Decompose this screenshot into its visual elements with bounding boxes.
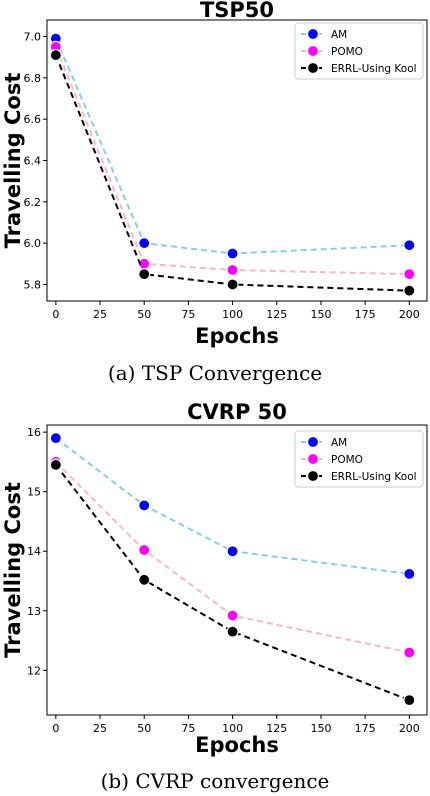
series-line <box>55 461 410 654</box>
y-tick-label: 16 <box>27 426 41 439</box>
series-am <box>49 432 416 580</box>
chart-2: CVRP 50 0 25 50 75 100 125 150 175 200 12 13 14 15 16 E… <box>1 400 428 793</box>
x-tick-label: 200 <box>399 722 420 735</box>
legend-marker <box>306 61 320 75</box>
x-tick-label: 75 <box>181 308 195 321</box>
x-tick-label: 175 <box>355 722 376 735</box>
data-point <box>226 625 239 638</box>
y-tick-label: 6.8 <box>24 72 42 85</box>
legend-marker <box>306 452 320 466</box>
data-point <box>49 49 62 62</box>
legend-item: AM <box>301 27 347 41</box>
legend-item: POMO <box>301 44 363 58</box>
legend-label: POMO <box>331 46 363 58</box>
x-tick-label: 150 <box>310 722 331 735</box>
legend-item: AM <box>301 435 347 449</box>
legend-marker <box>306 469 320 483</box>
y-tick-label: 15 <box>27 486 41 499</box>
data-point <box>226 609 239 622</box>
x-tick-label: 125 <box>266 722 287 735</box>
series-line <box>55 464 410 702</box>
x-tick-label: 25 <box>93 308 107 321</box>
series-errl-using-kool <box>49 49 416 297</box>
series-line <box>54 54 410 292</box>
legend-label: AM <box>331 437 347 449</box>
legend: AM POMO ERRL-Using Kool <box>294 430 424 488</box>
y-axis-label: Travelling Cost <box>1 73 25 249</box>
series-errl-using-kool <box>49 458 416 707</box>
x-tick-label: 100 <box>222 722 243 735</box>
series-line <box>55 437 410 575</box>
x-tick-label: 50 <box>137 308 151 321</box>
series-line <box>54 38 410 255</box>
data-point <box>403 694 416 707</box>
series-line <box>54 46 410 276</box>
x-tick-label: 200 <box>399 308 420 321</box>
x-tick-label: 125 <box>266 308 287 321</box>
data-point <box>403 567 416 580</box>
data-point <box>138 573 151 586</box>
data-point <box>138 237 151 250</box>
legend-item: POMO <box>301 452 363 466</box>
series-am <box>49 32 416 260</box>
data-point <box>226 278 239 291</box>
y-axis-label: Travelling Cost <box>1 482 25 658</box>
x-tick-label: 150 <box>310 308 331 321</box>
figure-caption: (b) CVRP convergence <box>101 769 330 793</box>
legend-label: ERRL-Using Kool <box>331 471 417 483</box>
data-point <box>226 247 239 260</box>
legend-item: ERRL-Using Kool <box>301 61 417 75</box>
data-point <box>138 543 151 557</box>
legend-label: POMO <box>331 454 363 466</box>
series-pomo <box>49 455 416 659</box>
x-axis-label: Epochs <box>195 733 279 757</box>
data-point <box>403 646 416 659</box>
y-tick-label: 6.2 <box>24 196 42 209</box>
plot-frame <box>46 424 428 716</box>
y-tick-label: 6.6 <box>24 113 42 126</box>
data-point <box>138 268 151 281</box>
figure-caption: (a) TSP Convergence <box>108 361 322 385</box>
y-tick-label: 12 <box>27 664 41 677</box>
x-tick-label: 175 <box>355 308 376 321</box>
x-tick-label: 50 <box>137 722 151 735</box>
chart-1: TSP50 0 25 50 75 100 125 150 175 200 5.8 6.0 6.2 6.4 6… <box>1 0 428 385</box>
x-tick-label: 0 <box>52 722 59 735</box>
x-tick-label: 0 <box>52 308 59 321</box>
x-tick-label: 75 <box>181 722 195 735</box>
legend-marker <box>306 44 320 58</box>
legend-label: ERRL-Using Kool <box>331 63 417 75</box>
y-tick-label: 6.0 <box>24 237 42 250</box>
legend-marker <box>306 435 320 449</box>
y-tick-label: 5.8 <box>24 278 42 291</box>
x-axis-label: Epochs <box>195 324 279 348</box>
data-point <box>403 284 416 297</box>
y-tick-label: 13 <box>27 605 41 618</box>
legend-box <box>294 430 424 488</box>
data-point <box>138 499 151 512</box>
data-point <box>403 239 416 252</box>
data-point <box>226 545 239 558</box>
legend-item: ERRL-Using Kool <box>301 469 417 483</box>
legend: AM POMO ERRL-Using Kool <box>294 22 424 80</box>
y-tick-label: 7.0 <box>24 31 42 44</box>
x-tick-label: 100 <box>222 308 243 321</box>
series-pomo <box>49 40 416 281</box>
y-tick-label: 6.4 <box>24 155 42 168</box>
legend-box <box>294 22 424 80</box>
data-point <box>49 458 62 471</box>
legend-marker <box>306 27 320 41</box>
x-tick-label: 25 <box>93 722 107 735</box>
chart-title: TSP50 <box>200 0 274 22</box>
y-tick-label: 14 <box>27 545 41 558</box>
data-point <box>49 432 62 445</box>
chart-title: CVRP 50 <box>187 400 287 424</box>
data-point <box>226 263 239 277</box>
legend-label: AM <box>331 29 347 41</box>
data-point <box>403 268 416 281</box>
